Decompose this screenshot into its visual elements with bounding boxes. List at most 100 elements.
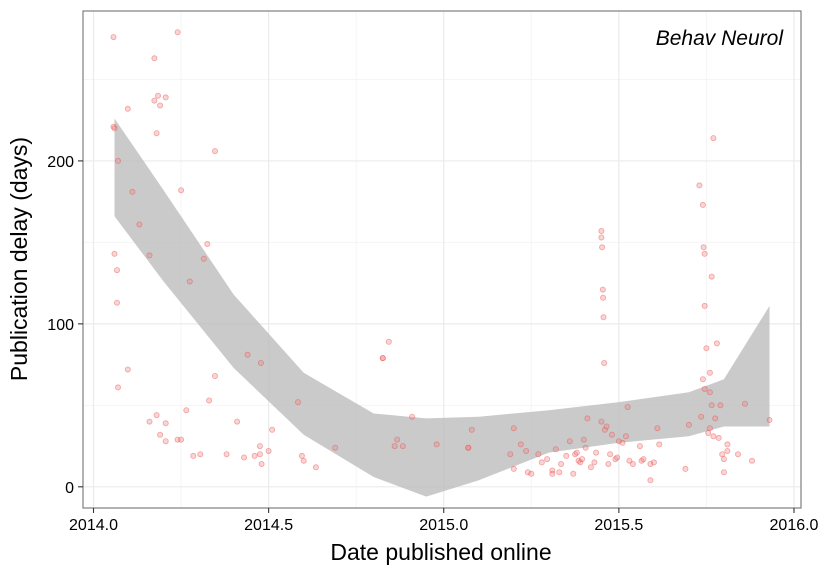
data-point <box>615 438 622 445</box>
data-point <box>379 355 386 362</box>
data-point <box>706 369 713 376</box>
data-point <box>708 273 715 280</box>
x-tick-label: 2015.5 <box>594 517 643 534</box>
data-point <box>110 34 117 41</box>
data-point <box>656 441 663 448</box>
data-point <box>269 426 276 433</box>
data-point <box>582 444 589 451</box>
data-point <box>162 420 169 427</box>
data-point <box>614 454 621 461</box>
data-point <box>700 244 707 251</box>
data-point <box>524 469 531 476</box>
data-point <box>601 359 608 366</box>
data-point <box>566 438 573 445</box>
data-point <box>136 221 143 228</box>
data-point <box>394 436 401 443</box>
data-point <box>197 451 204 458</box>
data-point <box>465 444 472 451</box>
data-point <box>178 436 185 443</box>
data-point <box>211 148 218 155</box>
data-point <box>129 188 136 195</box>
plot-frame <box>82 10 802 509</box>
data-point <box>183 407 190 414</box>
data-point <box>241 454 248 461</box>
data-point <box>114 267 121 274</box>
data-point <box>110 123 117 130</box>
data-point <box>544 456 551 463</box>
data-point <box>577 459 584 466</box>
data-point <box>629 460 636 467</box>
data-point <box>468 426 475 433</box>
data-point <box>154 92 161 99</box>
data-point <box>258 460 265 467</box>
data-point <box>517 441 524 448</box>
data-point <box>124 366 131 373</box>
data-point <box>601 426 608 433</box>
data-point <box>563 452 570 459</box>
data-point <box>552 446 559 453</box>
data-point <box>178 187 185 194</box>
data-point <box>742 400 749 407</box>
data-point <box>206 397 213 404</box>
data-point <box>379 355 386 362</box>
x-tick-label: 2015.0 <box>419 517 468 534</box>
data-point <box>523 447 530 454</box>
data-point <box>556 469 563 476</box>
data-point <box>699 376 706 383</box>
data-point <box>720 456 727 463</box>
data-point <box>115 157 122 164</box>
data-point <box>124 105 131 112</box>
data-point <box>654 425 661 432</box>
data-point <box>587 464 594 471</box>
data-point <box>256 451 263 458</box>
data-point <box>572 451 579 458</box>
data-point <box>608 431 615 438</box>
data-point <box>223 451 230 458</box>
data-point <box>712 415 719 422</box>
data-point <box>146 418 153 425</box>
data-point <box>391 443 398 450</box>
data-point <box>715 434 722 441</box>
data-point <box>558 460 565 467</box>
data-point <box>535 451 542 458</box>
data-point <box>603 423 610 430</box>
data-point <box>622 433 629 440</box>
data-point <box>298 452 305 459</box>
data-point <box>710 433 717 440</box>
data-point <box>593 449 600 456</box>
data-point <box>433 441 440 448</box>
y-tick-label: 200 <box>47 154 74 171</box>
data-point <box>598 418 605 425</box>
data-point <box>157 102 164 109</box>
data-point <box>605 460 612 467</box>
data-point <box>153 412 160 419</box>
data-point <box>174 436 181 443</box>
data-point <box>507 451 514 458</box>
data-point <box>312 464 319 471</box>
data-point <box>724 447 731 454</box>
data-point <box>146 252 153 259</box>
smooth-ribbon-layer <box>114 118 770 497</box>
data-point <box>638 457 645 464</box>
data-point <box>162 94 169 101</box>
data-point <box>600 294 607 301</box>
data-point <box>636 443 643 450</box>
data-point <box>510 425 517 432</box>
x-axis: 2014.0 2014.5 2015.0 2015.5 2016.0 <box>69 508 819 534</box>
data-point <box>612 456 619 463</box>
data-point <box>385 338 392 345</box>
data-point <box>705 429 712 436</box>
y-tick-label: 0 <box>65 480 74 497</box>
confidence-ribbon <box>114 118 770 497</box>
x-tick-label: 2014.0 <box>69 517 118 534</box>
data-point <box>708 402 715 409</box>
data-point <box>265 447 272 454</box>
data-point <box>549 467 556 474</box>
data-point <box>685 421 692 428</box>
data-point <box>538 459 545 466</box>
data-point <box>111 250 118 257</box>
data-point <box>332 444 339 451</box>
data-point <box>244 351 251 358</box>
x-axis-title: Date published online <box>330 539 551 565</box>
data-point <box>640 456 647 463</box>
